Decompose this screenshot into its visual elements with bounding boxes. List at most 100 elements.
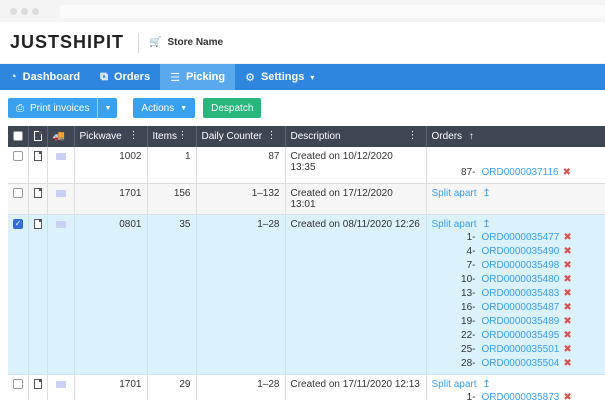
order-link[interactable]: ORD0000035495 xyxy=(481,329,560,341)
column-menu-icon[interactable]: ⋮ xyxy=(266,130,277,141)
column-menu-icon[interactable]: ⋮ xyxy=(128,130,139,141)
row-checkbox[interactable] xyxy=(12,379,23,390)
invoice-header xyxy=(28,126,48,147)
document-icon[interactable] xyxy=(33,219,42,230)
app-header: JUSTSHIPIT 🛒 Store Name xyxy=(0,22,605,64)
select-all-checkbox[interactable] xyxy=(13,131,23,142)
nav-dashboard[interactable]: ◔ Dashboard xyxy=(0,64,90,90)
orders-cell: Split apart ↥ 1- ORD0000035477 ✖ 4- ORD000003… xyxy=(426,214,605,375)
link-label: Split apart xyxy=(431,188,477,199)
row-checkbox[interactable] xyxy=(12,151,23,162)
daily-counter-cell: 1–28 xyxy=(196,374,286,400)
order-link[interactable]: ORD0000035490 xyxy=(481,245,560,257)
nav-label: Settings xyxy=(260,71,305,83)
nav-settings[interactable]: ⚙ Settings ▾ xyxy=(235,64,324,90)
daily-counter-cell: 1–132 xyxy=(196,183,286,215)
order-item: 19- ORD0000035489 ✖ xyxy=(432,314,600,328)
split-icon: ↥ xyxy=(482,188,491,199)
print-invoices-button[interactable]: ⎙ Print invoices ▼ xyxy=(8,98,118,118)
pickwave-table: 🚚 Pickwave ⋮ Items ⋮ Daily Counter ⋮ Descri… xyxy=(8,126,605,400)
chevron-down-icon[interactable]: ▼ xyxy=(97,98,117,118)
document-icon xyxy=(33,131,42,142)
nav-orders[interactable]: ⧉ Orders xyxy=(90,64,160,90)
remove-order-icon[interactable]: ✖ xyxy=(563,357,572,369)
order-link[interactable]: ORD0000035504 xyxy=(481,357,560,369)
order-counter: 16- xyxy=(461,301,476,313)
col-description[interactable]: Description ⋮ xyxy=(285,126,427,147)
truck-icon[interactable] xyxy=(55,380,66,388)
order-link[interactable]: ORD0000035487 xyxy=(481,301,560,313)
order-item: 4- ORD0000035490 ✖ xyxy=(432,244,600,258)
order-link[interactable]: ORD0000035477 xyxy=(481,231,560,243)
items-cell: 29 xyxy=(147,374,197,400)
column-menu-icon[interactable]: ⋮ xyxy=(177,130,188,141)
col-daily-counter[interactable]: Daily Counter ⋮ xyxy=(196,126,286,147)
order-link[interactable]: ORD0000035483 xyxy=(481,287,560,299)
remove-order-icon[interactable]: ✖ xyxy=(563,287,572,299)
truck-icon[interactable] xyxy=(55,189,66,197)
remove-order-icon[interactable]: ✖ xyxy=(563,315,572,327)
col-orders[interactable]: Orders ↑ xyxy=(426,126,605,147)
column-label: Description xyxy=(290,131,341,142)
remove-order-icon[interactable]: ✖ xyxy=(563,343,572,355)
logo: JUSTSHIPIT xyxy=(10,32,125,52)
table-row[interactable]: 1701 156 1–132 Created on 17/12/2020 13:01 S… xyxy=(8,183,605,215)
despatch-button[interactable]: Despatch xyxy=(203,98,262,118)
nav-picking[interactable]: ☰ Picking xyxy=(160,64,236,90)
row-checkbox[interactable] xyxy=(12,219,23,230)
split-apart-link[interactable]: Split apart ↥ xyxy=(432,188,600,199)
order-link[interactable]: ORD0000035873 xyxy=(481,391,560,400)
store-selector[interactable]: 🛒 Store Name xyxy=(149,37,223,48)
order-counter: 22- xyxy=(461,329,476,341)
chevron-down-icon: ▾ xyxy=(310,72,315,82)
order-link[interactable]: ORD0000037116 xyxy=(481,166,559,178)
col-pickwave[interactable]: Pickwave ⋮ xyxy=(74,126,148,147)
order-counter: 4- xyxy=(466,245,476,257)
split-apart-link[interactable]: Split apart ↥ xyxy=(432,379,600,390)
document-icon[interactable] xyxy=(33,188,42,199)
row-select-cell xyxy=(8,374,29,400)
truck-icon[interactable] xyxy=(55,220,66,228)
printer-icon: ⎙ xyxy=(16,102,24,114)
address-bar[interactable] xyxy=(60,5,605,18)
order-counter: 25- xyxy=(461,343,476,355)
remove-order-icon[interactable]: ✖ xyxy=(563,259,572,271)
order-counter: 87- xyxy=(461,166,476,178)
document-icon[interactable] xyxy=(33,151,42,162)
remove-order-icon[interactable]: ✖ xyxy=(562,166,571,178)
truck-icon[interactable] xyxy=(55,152,66,160)
remove-order-icon[interactable]: ✖ xyxy=(563,391,572,400)
link-label: Split apart xyxy=(431,219,477,230)
row-checkbox[interactable] xyxy=(12,188,23,199)
order-counter: 19- xyxy=(461,315,476,327)
description-cell: Created on 10/12/2020 13:35 xyxy=(285,147,427,184)
header-divider xyxy=(138,32,140,53)
actions-button[interactable]: Actions ▼ xyxy=(133,98,196,118)
column-menu-icon[interactable]: ⋮ xyxy=(407,130,418,141)
pickwave-cell: 1701 xyxy=(74,374,148,400)
remove-order-icon[interactable]: ✖ xyxy=(563,231,572,243)
orders-icon: ⧉ xyxy=(100,70,108,83)
remove-order-icon[interactable]: ✖ xyxy=(563,273,572,285)
order-link[interactable]: ORD0000035501 xyxy=(481,343,560,355)
shipping-cell xyxy=(47,147,75,184)
split-apart-link[interactable]: Split apart ↥ xyxy=(432,219,600,230)
split-icon: ↥ xyxy=(482,219,491,230)
order-link[interactable]: ORD0000035480 xyxy=(481,273,560,285)
description-cell: Created on 17/12/2020 13:01 xyxy=(285,183,427,215)
split-icon: ↥ xyxy=(482,379,491,390)
order-link[interactable]: ORD0000035498 xyxy=(481,259,560,271)
document-icon[interactable] xyxy=(33,379,42,390)
invoice-cell xyxy=(28,214,48,375)
remove-order-icon[interactable]: ✖ xyxy=(563,301,572,313)
table-row[interactable]: 1701 29 1–28 Created on 17/11/2020 12:13 Spl… xyxy=(8,374,605,400)
list-icon: ☰ xyxy=(170,71,180,84)
remove-order-icon[interactable]: ✖ xyxy=(563,329,572,341)
table-row[interactable]: 1002 1 87 Created on 10/12/2020 13:35 87- ORD… xyxy=(8,147,605,184)
remove-order-icon[interactable]: ✖ xyxy=(563,245,572,257)
column-label: Daily Counter xyxy=(201,131,263,142)
col-items[interactable]: Items ⋮ xyxy=(147,126,197,147)
order-link[interactable]: ORD0000035489 xyxy=(481,315,560,327)
sort-arrow-icon[interactable]: ↑ xyxy=(468,131,474,142)
